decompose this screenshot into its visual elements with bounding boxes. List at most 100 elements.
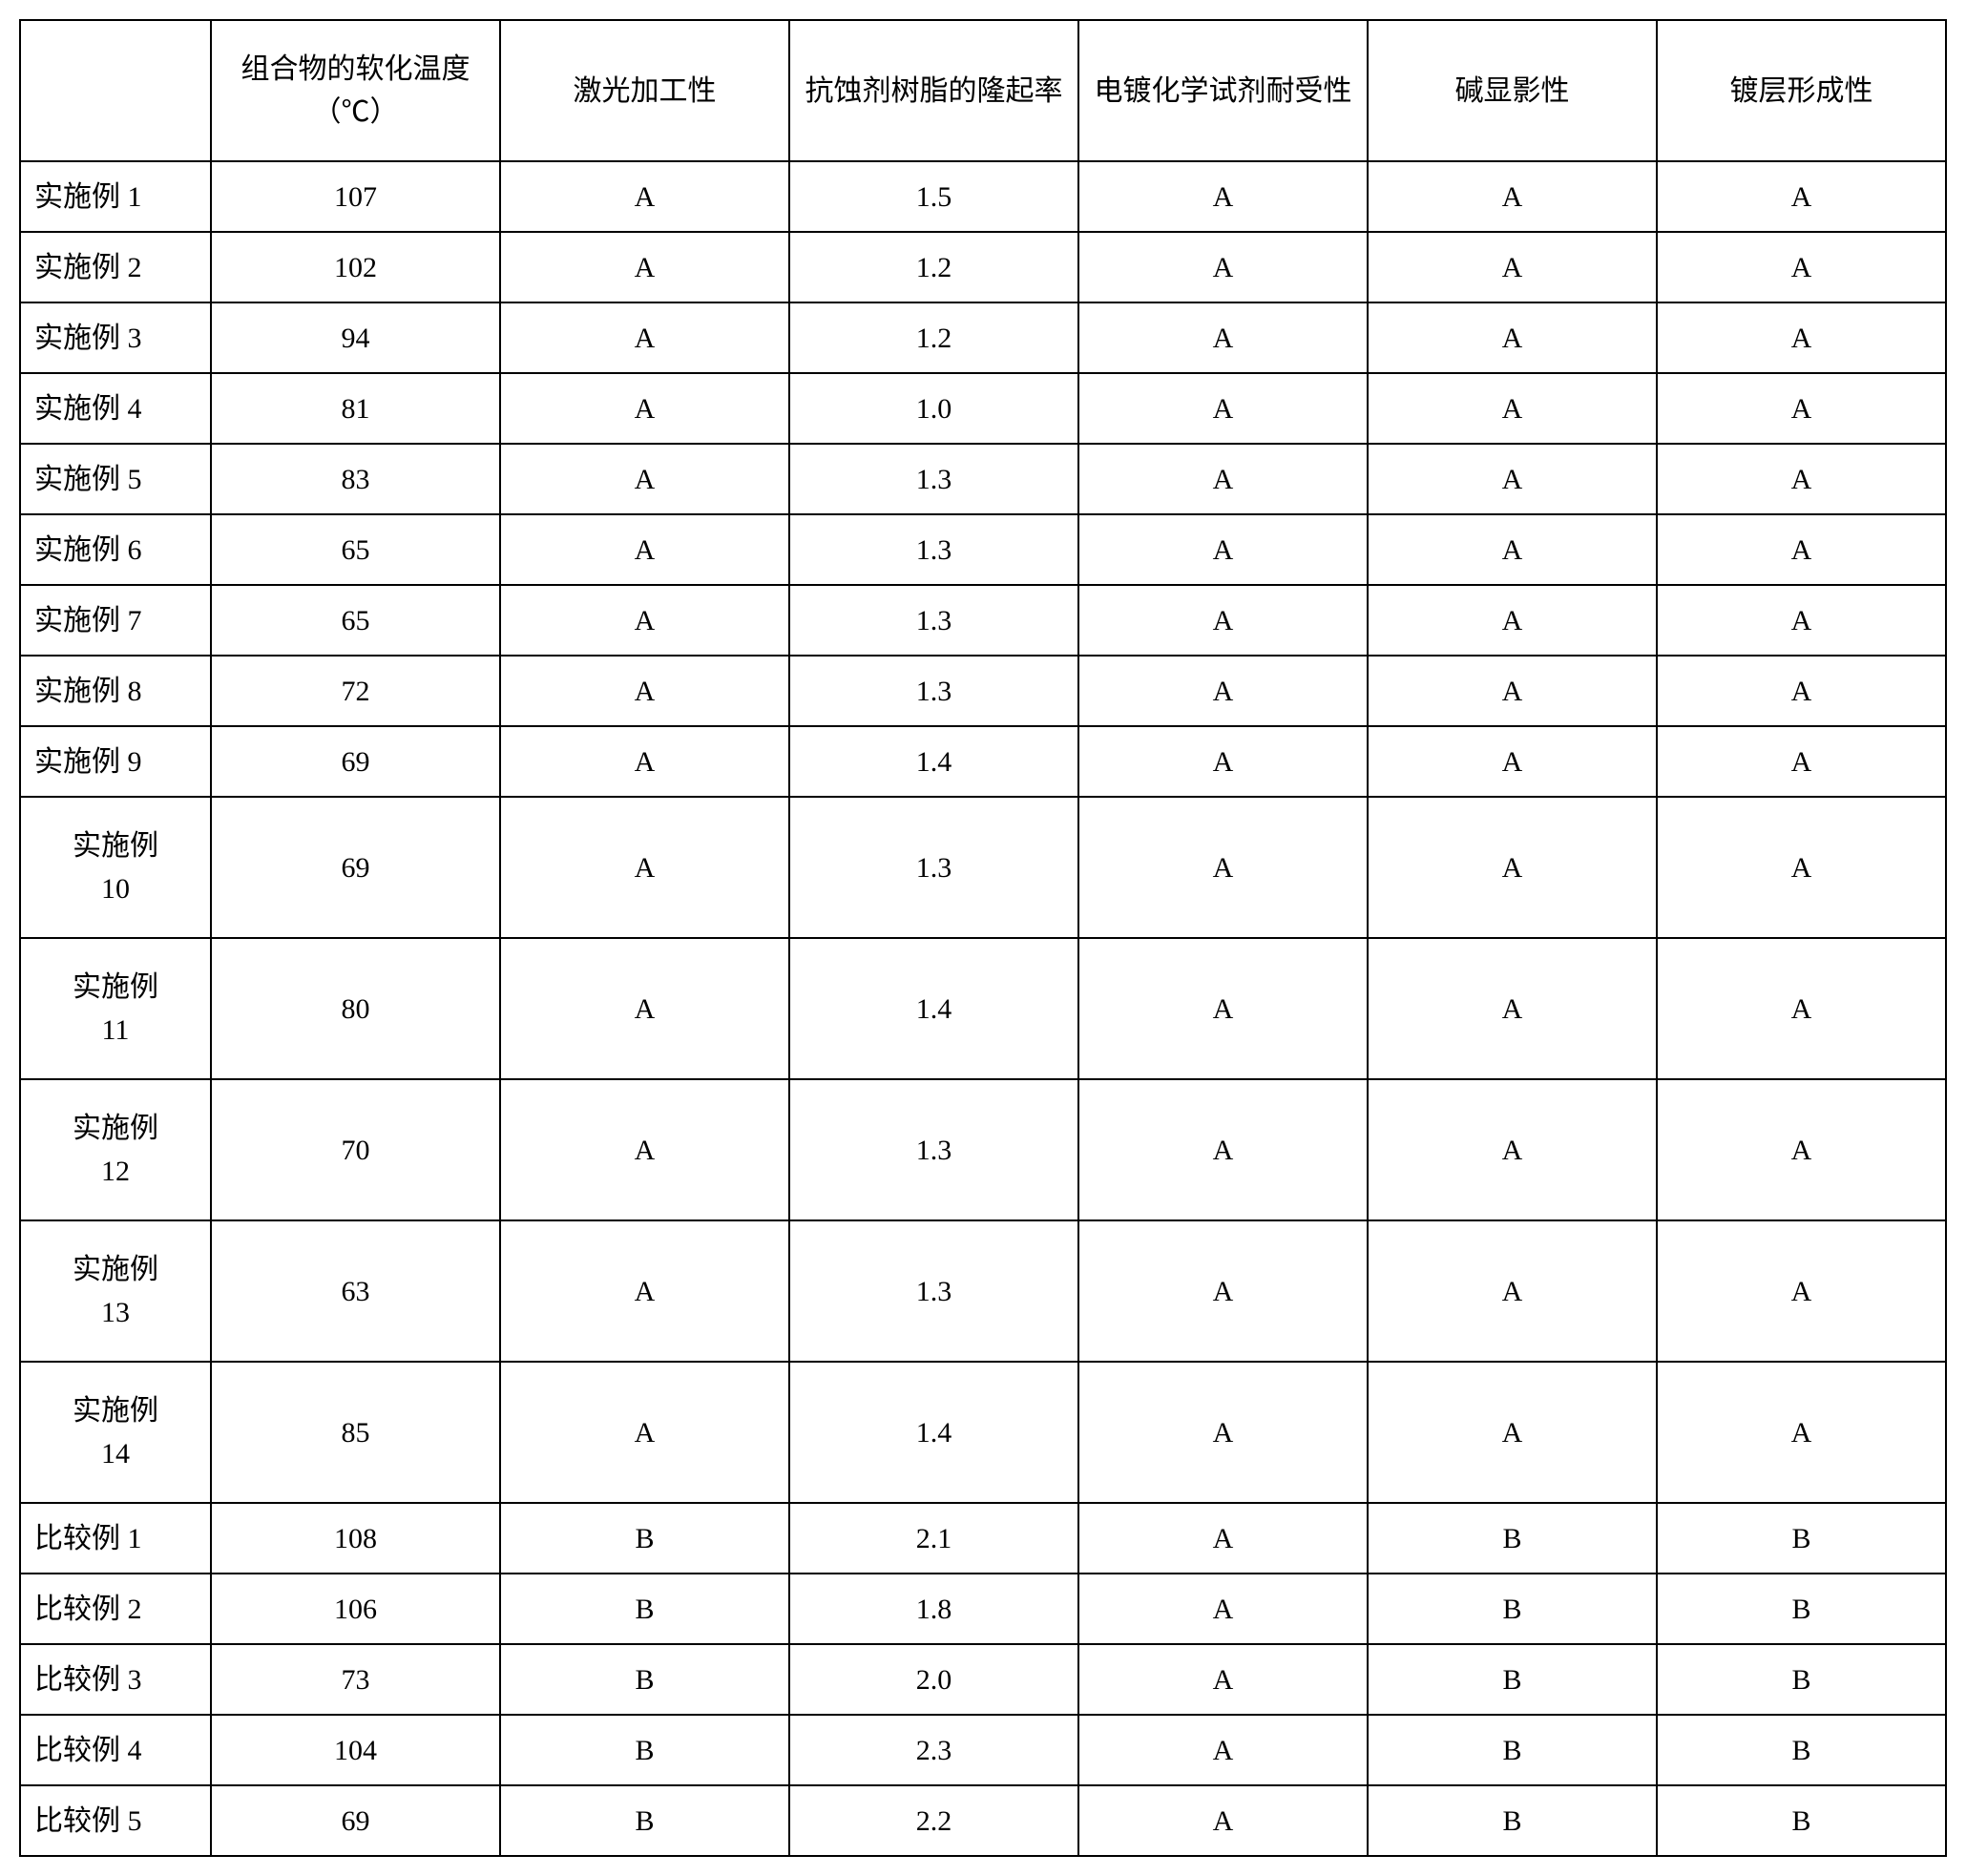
row-label: 实施例 4: [20, 373, 211, 444]
table-cell: B: [1657, 1785, 1946, 1856]
table-cell: A: [500, 302, 789, 373]
row-label: 实施例 11: [20, 938, 211, 1079]
table-row: 实施例 481A1.0AAA: [20, 373, 1946, 444]
table-row: 实施例 394A1.2AAA: [20, 302, 1946, 373]
table-cell: 1.4: [789, 726, 1078, 797]
table-cell: A: [1368, 585, 1657, 656]
table-cell: A: [1368, 444, 1657, 514]
table-cell: 1.2: [789, 302, 1078, 373]
col-header-plating-resistance: 电镀化学试剂耐受性: [1078, 20, 1368, 161]
row-label: 实施例 7: [20, 585, 211, 656]
table-row: 实施例 1363A1.3AAA: [20, 1220, 1946, 1362]
table-cell: A: [1368, 656, 1657, 726]
table-cell: A: [500, 656, 789, 726]
table-cell: A: [1657, 797, 1946, 938]
table-cell: 107: [211, 161, 500, 232]
table-cell: B: [1368, 1644, 1657, 1715]
table-cell: A: [500, 585, 789, 656]
table-row: 实施例 1485A1.4AAA: [20, 1362, 1946, 1503]
table-cell: B: [1657, 1503, 1946, 1574]
table-cell: A: [500, 797, 789, 938]
table-cell: 2.2: [789, 1785, 1078, 1856]
col-header-plating-formability: 镀层形成性: [1657, 20, 1946, 161]
row-label: 实施例 9: [20, 726, 211, 797]
table-cell: 104: [211, 1715, 500, 1785]
table-cell: 2.0: [789, 1644, 1078, 1715]
col-header-blank: [20, 20, 211, 161]
table-cell: A: [1657, 585, 1946, 656]
table-cell: A: [500, 444, 789, 514]
table-cell: A: [1078, 1362, 1368, 1503]
table-row: 比较例 373B2.0ABB: [20, 1644, 1946, 1715]
table-cell: A: [1657, 726, 1946, 797]
col-header-softening-temp: 组合物的软化温度 （℃）: [211, 20, 500, 161]
row-label: 实施例 13: [20, 1220, 211, 1362]
table-cell: A: [1078, 514, 1368, 585]
table-cell: A: [1078, 1079, 1368, 1220]
table-cell: A: [1368, 938, 1657, 1079]
table-cell: A: [1657, 302, 1946, 373]
table-cell: 2.1: [789, 1503, 1078, 1574]
table-cell: B: [1368, 1715, 1657, 1785]
table-cell: A: [1657, 1079, 1946, 1220]
table-cell: A: [1657, 1362, 1946, 1503]
table-cell: A: [1078, 1785, 1368, 1856]
table-row: 实施例 583A1.3AAA: [20, 444, 1946, 514]
table-cell: A: [1657, 1220, 1946, 1362]
row-label: 比较例 2: [20, 1574, 211, 1644]
table-cell: A: [1078, 444, 1368, 514]
table-cell: 70: [211, 1079, 500, 1220]
table-cell: A: [1657, 232, 1946, 302]
table-cell: 94: [211, 302, 500, 373]
table-cell: A: [1078, 726, 1368, 797]
row-label: 实施例 3: [20, 302, 211, 373]
table-cell: 1.4: [789, 938, 1078, 1079]
table-cell: 1.3: [789, 444, 1078, 514]
table-row: 实施例 1107A1.5AAA: [20, 161, 1946, 232]
table-cell: A: [500, 1079, 789, 1220]
table-cell: B: [1368, 1785, 1657, 1856]
table-cell: 1.3: [789, 656, 1078, 726]
table-cell: A: [500, 726, 789, 797]
table-cell: 1.3: [789, 1079, 1078, 1220]
row-label: 实施例 12: [20, 1079, 211, 1220]
table-cell: 1.8: [789, 1574, 1078, 1644]
table-cell: 1.3: [789, 585, 1078, 656]
row-label: 比较例 4: [20, 1715, 211, 1785]
table-cell: 106: [211, 1574, 500, 1644]
table-cell: 65: [211, 514, 500, 585]
table-cell: A: [1078, 373, 1368, 444]
table-row: 比较例 1108B2.1ABB: [20, 1503, 1946, 1574]
col-header-alkali-dev: 碱显影性: [1368, 20, 1657, 161]
table-cell: 83: [211, 444, 500, 514]
col-header-resist-swell: 抗蚀剂树脂的隆起率: [789, 20, 1078, 161]
table-cell: A: [500, 1220, 789, 1362]
table-cell: A: [1368, 373, 1657, 444]
table-cell: A: [1078, 938, 1368, 1079]
row-label: 实施例 10: [20, 797, 211, 938]
table-cell: A: [1078, 1574, 1368, 1644]
table-cell: A: [1657, 514, 1946, 585]
table-row: 实施例 872A1.3AAA: [20, 656, 1946, 726]
table-cell: A: [1368, 161, 1657, 232]
table-cell: A: [1368, 1079, 1657, 1220]
table-cell: A: [1078, 797, 1368, 938]
table-cell: 1.5: [789, 161, 1078, 232]
table-cell: 80: [211, 938, 500, 1079]
table-row: 实施例 969A1.4AAA: [20, 726, 1946, 797]
table-row: 比较例 2106B1.8ABB: [20, 1574, 1946, 1644]
table-cell: A: [1078, 585, 1368, 656]
table-cell: A: [500, 1362, 789, 1503]
table-cell: A: [1368, 514, 1657, 585]
table-cell: A: [500, 232, 789, 302]
table-cell: A: [1368, 797, 1657, 938]
table-cell: 63: [211, 1220, 500, 1362]
row-label: 实施例 5: [20, 444, 211, 514]
table-cell: A: [1078, 656, 1368, 726]
row-label: 实施例 2: [20, 232, 211, 302]
table-cell: B: [500, 1503, 789, 1574]
row-label: 比较例 3: [20, 1644, 211, 1715]
table-row: 比较例 4104B2.3ABB: [20, 1715, 1946, 1785]
table-cell: 1.2: [789, 232, 1078, 302]
table-row: 实施例 2102A1.2AAA: [20, 232, 1946, 302]
